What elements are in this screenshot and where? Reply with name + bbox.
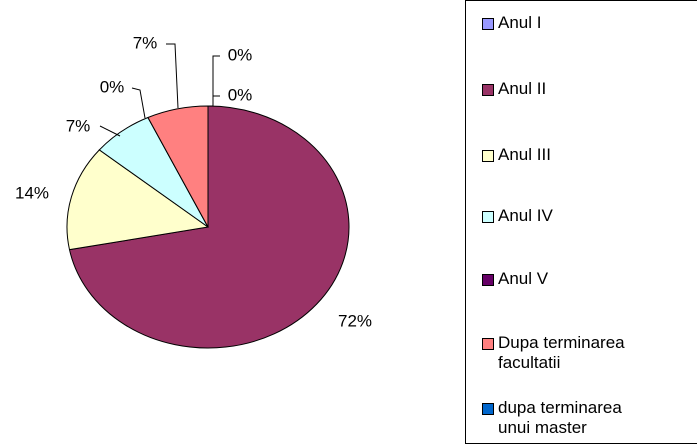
leader-line <box>131 87 146 119</box>
legend-swatch <box>482 150 494 162</box>
legend-item: Anul III <box>482 145 648 165</box>
legend: Anul I Anul II Anul III Anul IV Anul V Dupa t… <box>465 0 697 444</box>
legend-label: Dupa terminarea facultatii <box>498 333 625 372</box>
legend-swatch <box>482 18 494 30</box>
data-label: 7% <box>133 33 158 52</box>
data-label: 7% <box>66 116 91 135</box>
leader-line <box>99 125 121 137</box>
legend-label: Anul I <box>498 13 542 32</box>
leader-line <box>208 55 220 107</box>
legend-item: Dupa terminarea facultatii <box>482 333 648 373</box>
legend-swatch <box>482 338 494 350</box>
pie-slice <box>68 105 350 349</box>
legend-swatch <box>482 274 494 286</box>
pie-area: 0% 72% 14% 7% 0% 7% 0% <box>15 33 372 349</box>
data-label: 14% <box>15 183 49 202</box>
leader-line <box>208 95 220 107</box>
legend-item: Anul II <box>482 79 648 99</box>
pie-slice <box>66 149 210 251</box>
data-label: 0% <box>228 45 253 64</box>
legend-label: Anul V <box>498 269 549 288</box>
leader-line <box>166 43 179 109</box>
legend-label: dupa terminarea unui master <box>498 398 622 437</box>
legend-label: Anul III <box>498 145 551 164</box>
legend-label: Anul II <box>498 79 547 98</box>
legend-label: Anul IV <box>498 206 553 225</box>
legend-swatch <box>482 84 494 96</box>
data-label: 72% <box>338 311 372 330</box>
legend-item: Anul IV <box>482 206 648 226</box>
data-label: 0% <box>100 77 125 96</box>
data-label: 0% <box>228 85 253 104</box>
legend-swatch <box>482 403 494 415</box>
legend-item: dupa terminarea unui master <box>482 398 648 438</box>
legend-swatch <box>482 211 494 223</box>
legend-item: Anul V <box>482 269 648 289</box>
legend-item: Anul I <box>482 13 648 33</box>
